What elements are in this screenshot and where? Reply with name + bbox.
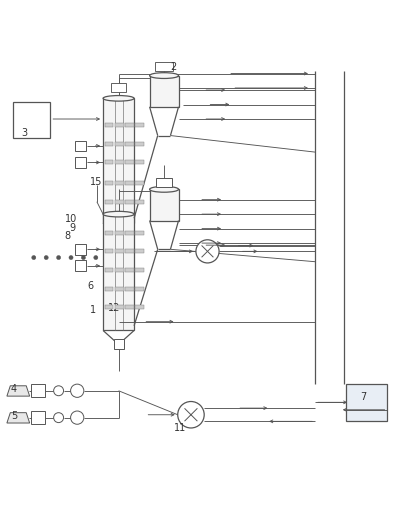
Bar — [135, 268, 144, 272]
Bar — [125, 123, 134, 127]
Text: 7: 7 — [361, 392, 367, 402]
Bar — [115, 287, 124, 291]
Bar — [135, 123, 144, 127]
Bar — [103, 214, 134, 331]
Circle shape — [81, 256, 85, 260]
Bar — [125, 249, 134, 253]
Bar — [111, 83, 126, 92]
Text: 8: 8 — [65, 231, 71, 241]
Circle shape — [54, 386, 63, 396]
Text: 11: 11 — [174, 423, 187, 432]
Bar — [135, 249, 144, 253]
Circle shape — [71, 411, 84, 424]
Text: 9: 9 — [69, 223, 75, 233]
Circle shape — [178, 402, 204, 428]
Circle shape — [196, 240, 219, 263]
Bar — [75, 141, 85, 151]
Bar — [75, 157, 85, 168]
Bar — [75, 244, 85, 254]
Bar — [105, 181, 113, 185]
Ellipse shape — [149, 187, 178, 192]
Bar — [125, 305, 134, 309]
Bar — [135, 200, 144, 204]
Bar — [125, 268, 134, 272]
Text: 3: 3 — [22, 128, 27, 137]
Bar — [135, 287, 144, 291]
Bar — [135, 231, 144, 235]
Text: 15: 15 — [90, 177, 102, 187]
Ellipse shape — [149, 73, 178, 79]
Bar — [115, 200, 124, 204]
Text: 1: 1 — [90, 306, 96, 315]
Bar — [105, 231, 113, 235]
Bar — [135, 305, 144, 309]
Bar — [115, 181, 124, 185]
Bar — [149, 189, 178, 221]
Bar — [13, 103, 50, 137]
Bar — [105, 268, 113, 272]
Text: 4: 4 — [11, 384, 17, 394]
Bar — [149, 76, 178, 107]
Bar — [156, 178, 172, 187]
Circle shape — [54, 413, 63, 423]
Bar — [125, 181, 134, 185]
Circle shape — [69, 256, 73, 260]
Bar — [135, 181, 144, 185]
Bar — [346, 384, 388, 421]
Bar — [125, 142, 134, 146]
Bar — [115, 231, 124, 235]
Bar — [105, 287, 113, 291]
Circle shape — [71, 384, 84, 398]
Bar — [115, 160, 124, 165]
Bar — [114, 339, 124, 349]
Bar — [105, 249, 113, 253]
Ellipse shape — [103, 96, 134, 101]
Circle shape — [44, 256, 48, 260]
Bar — [105, 142, 113, 146]
Bar — [115, 123, 124, 127]
Bar — [155, 62, 173, 72]
Text: 2: 2 — [170, 62, 176, 72]
Bar — [105, 160, 113, 165]
Bar — [135, 160, 144, 165]
Text: 10: 10 — [65, 215, 77, 224]
Bar — [31, 411, 44, 424]
Bar — [105, 123, 113, 127]
Bar — [125, 200, 134, 204]
Bar — [125, 160, 134, 165]
Polygon shape — [7, 386, 29, 396]
Bar — [103, 98, 134, 223]
Bar — [115, 142, 124, 146]
Text: 12: 12 — [108, 304, 121, 313]
Circle shape — [56, 256, 61, 260]
Bar — [115, 268, 124, 272]
Bar — [115, 249, 124, 253]
Ellipse shape — [103, 212, 134, 217]
Circle shape — [32, 256, 36, 260]
Bar — [31, 384, 44, 398]
Bar — [105, 200, 113, 204]
Bar — [115, 305, 124, 309]
Bar — [75, 261, 85, 271]
Bar — [135, 142, 144, 146]
Bar — [125, 231, 134, 235]
Circle shape — [94, 256, 98, 260]
Bar — [105, 305, 113, 309]
Text: 6: 6 — [88, 281, 94, 291]
Text: 5: 5 — [11, 411, 17, 421]
Bar — [125, 287, 134, 291]
Polygon shape — [7, 413, 29, 423]
